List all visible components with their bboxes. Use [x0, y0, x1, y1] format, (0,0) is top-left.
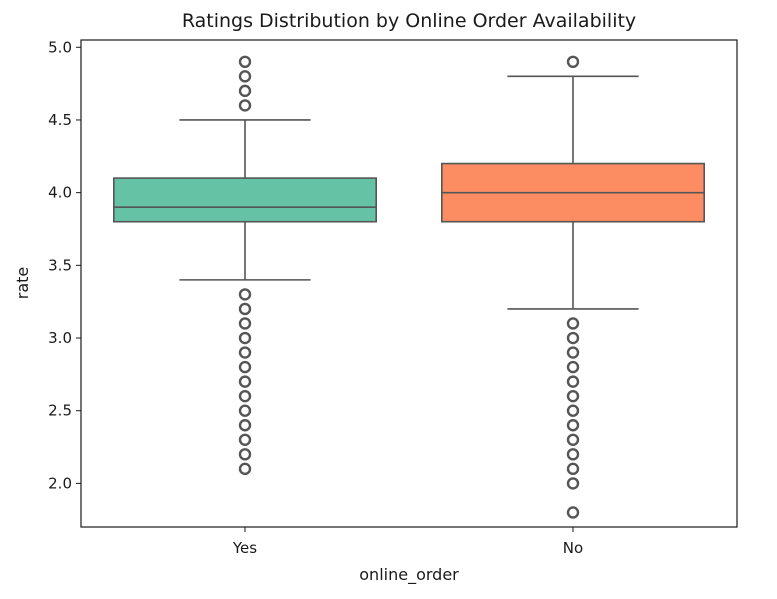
y-tick-label: 2.5 — [48, 402, 72, 420]
y-axis: 2.0 2.5 3.0 3.5 4.0 4.5 5.0 — [48, 38, 81, 492]
y-axis-label: rate — [13, 267, 32, 300]
outlier-point — [238, 448, 252, 461]
x-tick-label: No — [563, 539, 583, 557]
outlier-point — [566, 55, 580, 69]
y-tick-label: 3.5 — [48, 256, 72, 274]
outlier-point — [238, 317, 252, 330]
plot-area — [113, 55, 705, 519]
chart-title: Ratings Distribution by Online Order Ava… — [182, 10, 636, 32]
outlier-point — [566, 317, 580, 330]
outlier-point — [566, 331, 580, 345]
y-tick-label: 3.0 — [48, 329, 72, 347]
outlier-point — [566, 506, 580, 519]
x-axis-label: online_order — [359, 565, 459, 585]
outlier-point — [566, 404, 580, 417]
outlier-point — [238, 70, 252, 83]
outlier-point — [566, 360, 580, 374]
outlier-point — [566, 375, 580, 388]
plot-frame — [80, 39, 738, 528]
outlier-point — [238, 288, 252, 301]
outlier-point — [566, 419, 580, 432]
outlier-point — [238, 462, 252, 476]
outlier-point — [238, 302, 252, 316]
outlier-point — [238, 360, 252, 374]
outlier-point — [238, 346, 252, 359]
outlier-point — [566, 346, 580, 359]
y-tick-label: 5.0 — [48, 38, 72, 56]
outlier-point — [238, 404, 252, 417]
x-axis: Yes No — [232, 527, 583, 557]
outlier-point — [238, 375, 252, 388]
outlier-point — [238, 419, 252, 432]
outlier-point — [566, 433, 580, 446]
outlier-point — [238, 84, 252, 98]
box-no — [440, 55, 705, 519]
outlier-point — [238, 55, 252, 69]
box-yes — [113, 55, 377, 476]
outlier-point — [566, 389, 580, 403]
outlier-point — [566, 477, 580, 490]
y-tick-label: 4.5 — [48, 111, 72, 129]
y-tick-label: 2.0 — [48, 474, 72, 492]
x-tick-label: Yes — [232, 539, 257, 557]
outlier-point — [238, 331, 252, 345]
outlier-point — [238, 433, 252, 446]
iqr-box — [113, 177, 377, 223]
outlier-point — [238, 389, 252, 403]
y-tick-label: 4.0 — [48, 184, 72, 202]
outlier-point — [566, 462, 580, 476]
outlier-point — [238, 99, 252, 112]
outlier-point — [566, 448, 580, 461]
